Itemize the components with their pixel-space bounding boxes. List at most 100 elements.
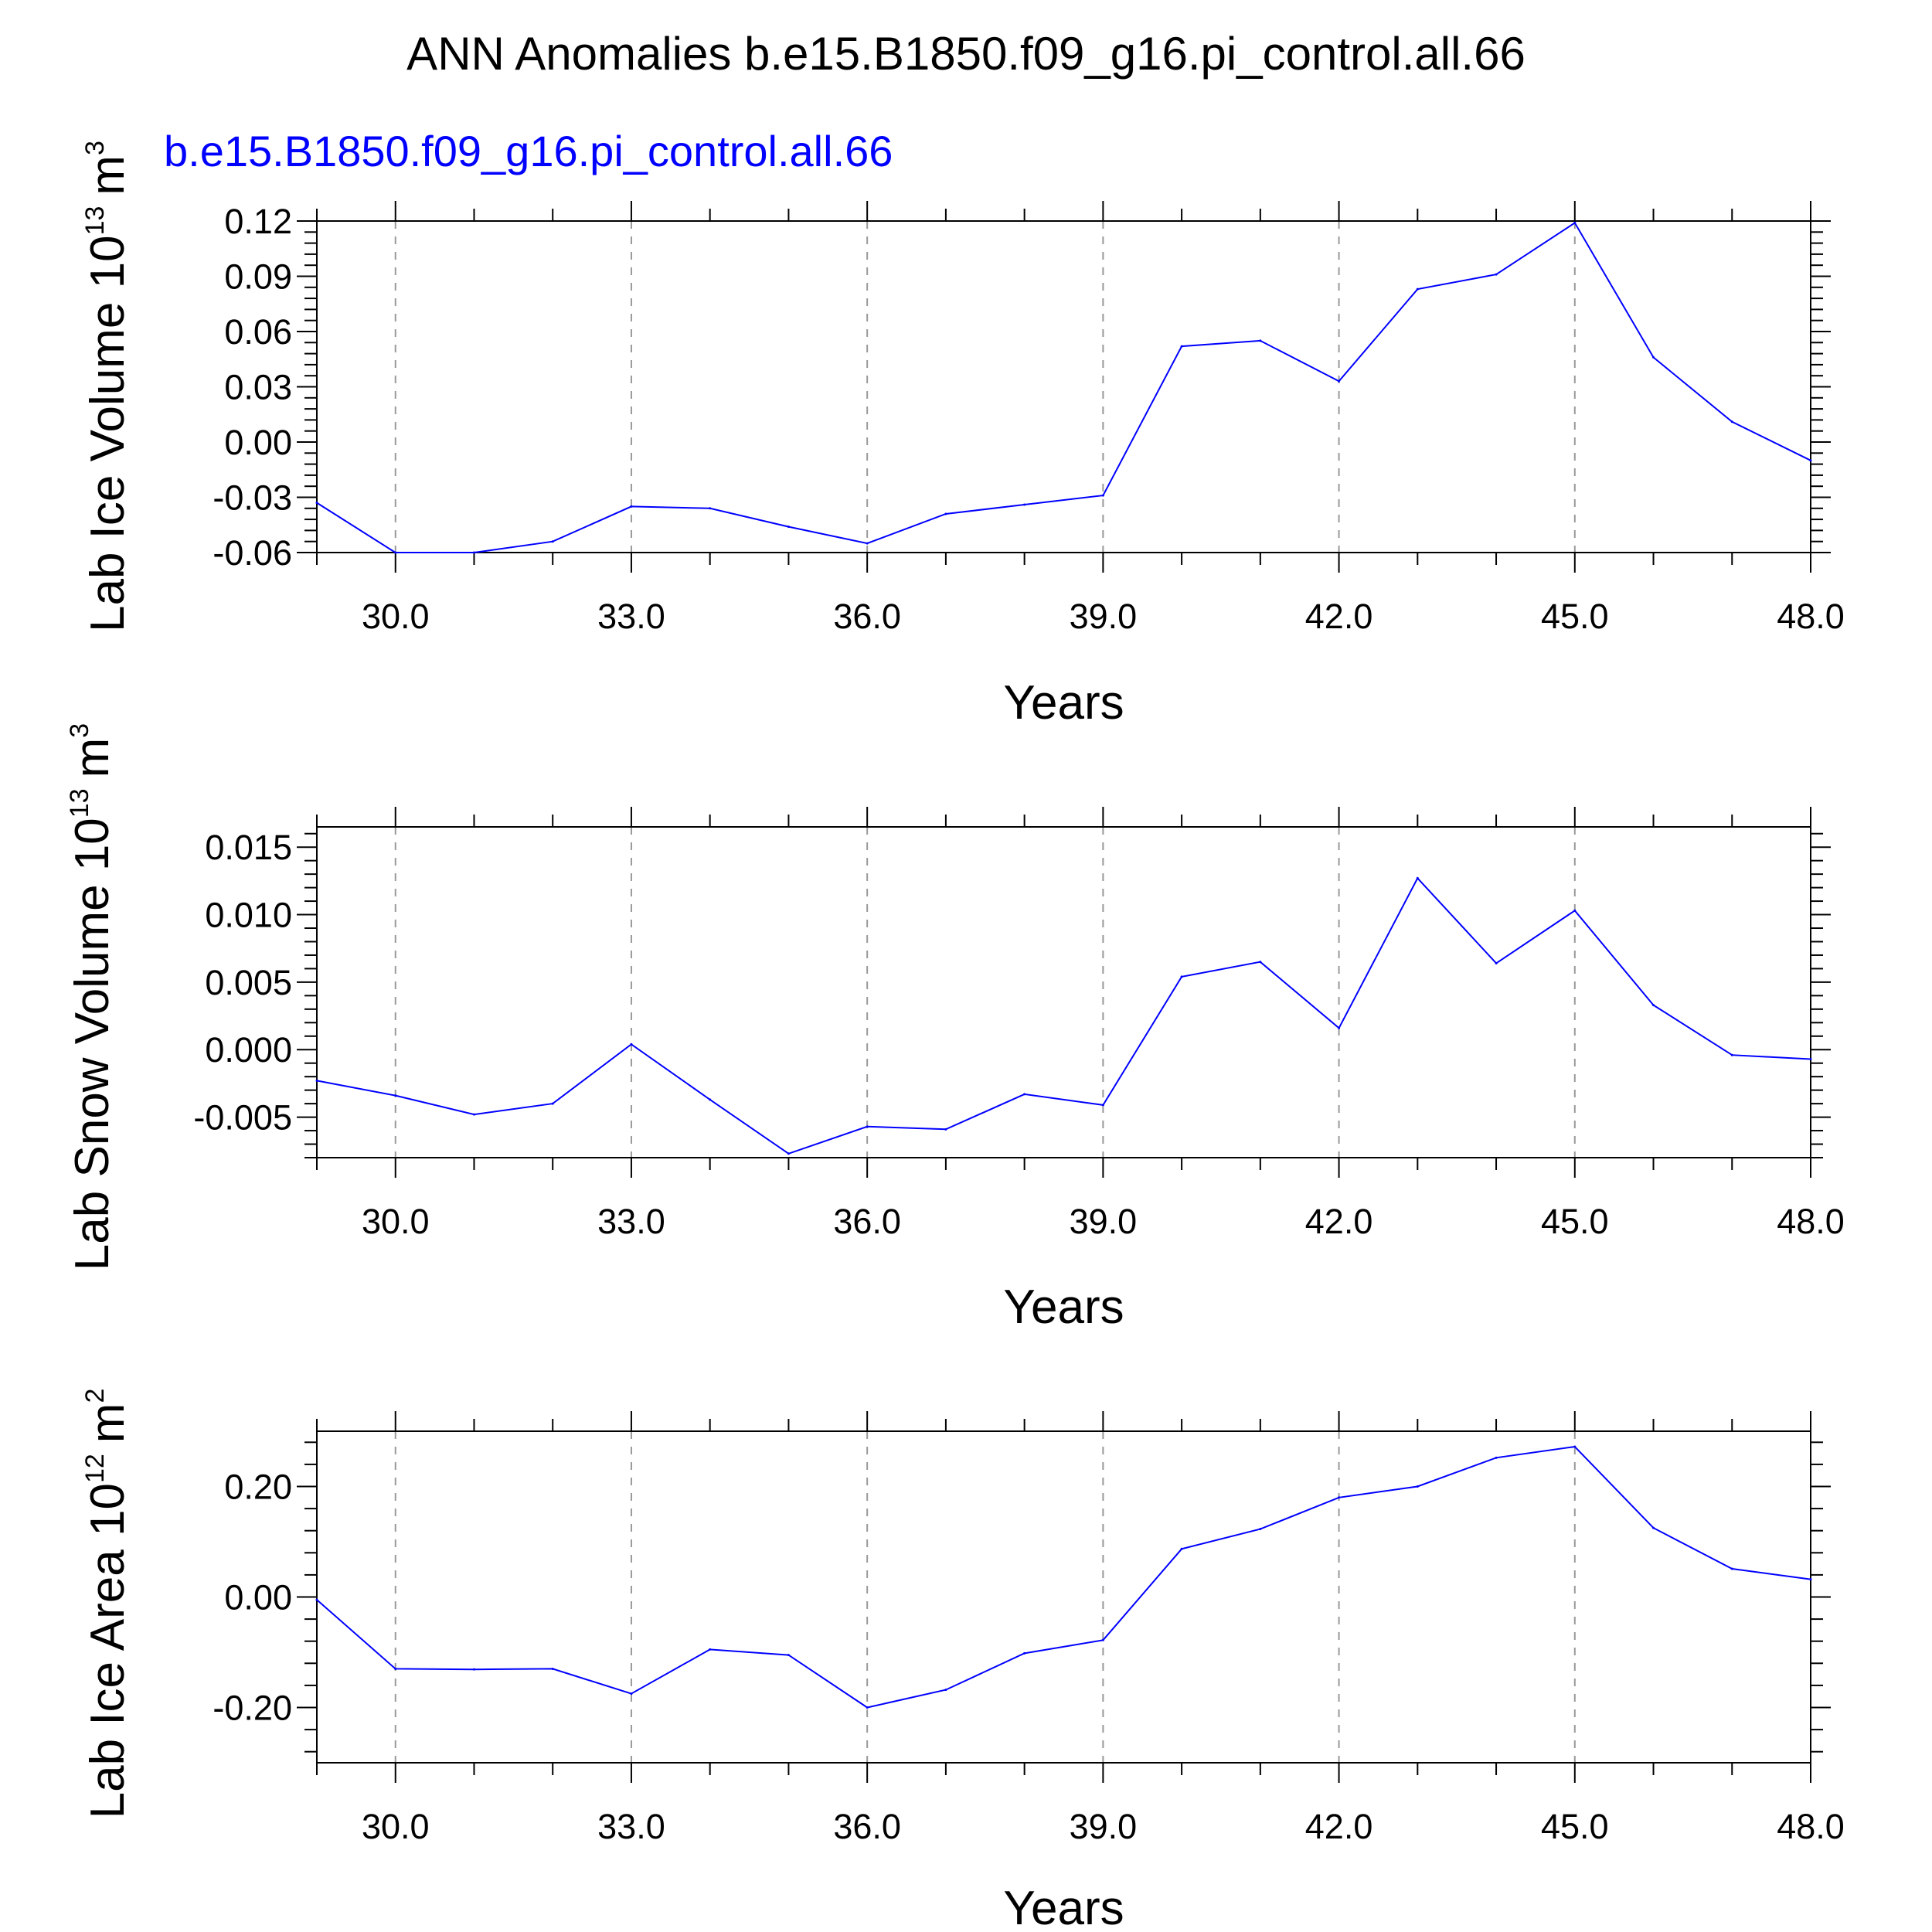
data-point [1180, 975, 1183, 978]
y-tick-label: 0.00 [224, 1578, 292, 1617]
y-axis-title: Lab Ice Area 1012 m2 [80, 1389, 134, 1819]
data-point [1023, 503, 1026, 506]
y-axis-title-exponent: 13 [65, 788, 94, 818]
data-point [1809, 1578, 1812, 1581]
series-line [316, 221, 1811, 553]
data-point [1180, 1547, 1183, 1550]
panel-2: 30.0 33.0 36.0 39.0 42.0 45.0 48.0 -0.005 0.000 0… [65, 723, 1845, 1334]
data-point [1730, 1567, 1733, 1570]
y-tick-label: 0.09 [224, 257, 292, 297]
data-point [1259, 961, 1262, 964]
y-tick-label: -0.20 [213, 1689, 292, 1728]
data-point [315, 1079, 318, 1082]
data-point [1730, 1053, 1733, 1056]
data-point [709, 507, 712, 510]
data-point [394, 1667, 397, 1670]
data-point [787, 1654, 790, 1657]
y-axis-title-text: Lab Snow Volume 1013 m3 [65, 723, 119, 1270]
x-tick-label: 36.0 [833, 1807, 901, 1846]
data-point [866, 1706, 869, 1709]
figure-title: ANN Anomalies b.e15.B1850.f09_g16.pi_con… [406, 28, 1526, 80]
x-tick-label: 39.0 [1070, 1202, 1138, 1241]
x-tick-label: 48.0 [1777, 597, 1845, 636]
data-point [1023, 1093, 1026, 1096]
data-point [630, 505, 633, 508]
data-point [630, 1692, 633, 1696]
y-axis-title-text: Lab Ice Area 1012 m2 [80, 1389, 134, 1819]
data-point [1338, 1496, 1341, 1499]
data-point [1416, 287, 1419, 291]
data-point [709, 1098, 712, 1101]
y-tick-label: 0.000 [205, 1030, 292, 1070]
data-point [787, 1152, 790, 1155]
y-axis-title-main: Lab Ice Volume 10 [81, 235, 134, 632]
plot-frame [316, 1430, 1811, 1764]
x-tick-label: 39.0 [1070, 1807, 1138, 1846]
data-point [866, 542, 869, 545]
y-tick-label: 0.015 [205, 828, 292, 867]
data-point [944, 1128, 947, 1131]
x-tick-label: 33.0 [597, 1202, 665, 1241]
data-point [1416, 876, 1419, 879]
y-axis-title-main: Lab Snow Volume 10 [66, 818, 119, 1270]
x-tick-label: 30.0 [362, 1807, 430, 1846]
data-point [1338, 379, 1341, 383]
y-tick-label: 0.010 [205, 896, 292, 935]
y-axis-title-exponent: 13 [80, 206, 110, 236]
data-point [315, 502, 318, 505]
y-axis-title-unit-exponent: 2 [80, 1389, 110, 1403]
data-point [709, 1648, 712, 1651]
x-tick-label: 30.0 [362, 1202, 430, 1241]
data-point [315, 1598, 318, 1601]
data-point [1101, 1104, 1104, 1107]
y-tick-label: -0.06 [213, 533, 292, 573]
y-tick-label: 0.005 [205, 963, 292, 1002]
x-axis-title: Years [1003, 676, 1124, 730]
x-tick-label: 33.0 [597, 1807, 665, 1846]
y-axis-title-unit: m [81, 1403, 134, 1444]
data-point [1573, 909, 1577, 912]
x-tick-label: 48.0 [1777, 1807, 1845, 1846]
y-tick-label: 0.12 [224, 202, 292, 241]
data-point [1259, 339, 1262, 342]
y-axis-title: Lab Snow Volume 1013 m3 [65, 723, 119, 1270]
panel-3: 30.0 33.0 36.0 39.0 42.0 45.0 48.0 -0.20 0.00 0.2… [80, 1389, 1845, 1932]
panel-1-subtitle: b.e15.B1850.f09_g16.pi_control.all.66 [164, 127, 893, 175]
data-point [472, 1668, 475, 1671]
y-axis-title-text: Lab Ice Volume 1013 m3 [80, 141, 134, 632]
data-point [1180, 345, 1183, 348]
data-point [944, 512, 947, 515]
data-point [1101, 494, 1104, 497]
y-axis-title-unit: m [66, 738, 119, 778]
data-point [787, 526, 790, 529]
y-tick-label: 0.03 [224, 368, 292, 407]
data-point [1652, 1526, 1655, 1529]
y-axis-title: Lab Ice Volume 1013 m3 [80, 141, 134, 632]
data-point [866, 1125, 869, 1128]
data-point [1259, 1528, 1262, 1531]
y-axis-title-exponent: 12 [80, 1454, 110, 1483]
data-point [551, 540, 554, 543]
x-tick-label: 45.0 [1541, 1807, 1609, 1846]
x-axis-title: Years [1003, 1882, 1124, 1932]
data-point [394, 551, 397, 554]
panels: 30.0 33.0 36.0 39.0 42.0 45.0 48.0 -0.06 -0.03 0.… [65, 141, 1845, 1932]
y-axis-title-unit-exponent: 3 [80, 141, 110, 155]
data-point [472, 551, 475, 554]
x-tick-label: 39.0 [1070, 597, 1138, 636]
series-line [316, 876, 1811, 1155]
data-point [1495, 273, 1498, 276]
y-tick-label: 0.00 [224, 423, 292, 462]
data-point [944, 1689, 947, 1692]
data-point [1338, 1026, 1341, 1029]
data-point [1652, 1004, 1655, 1007]
x-tick-label: 48.0 [1777, 1202, 1845, 1241]
data-point [1495, 1456, 1498, 1459]
y-tick-label: -0.005 [193, 1098, 292, 1138]
x-tick-label: 36.0 [833, 1202, 901, 1241]
y-tick-label: 0.20 [224, 1468, 292, 1507]
x-tick-label: 45.0 [1541, 597, 1609, 636]
y-axis-title-unit-exponent: 3 [65, 723, 94, 738]
panel-1: 30.0 33.0 36.0 39.0 42.0 45.0 48.0 -0.06 -0.03 0.… [80, 141, 1845, 730]
